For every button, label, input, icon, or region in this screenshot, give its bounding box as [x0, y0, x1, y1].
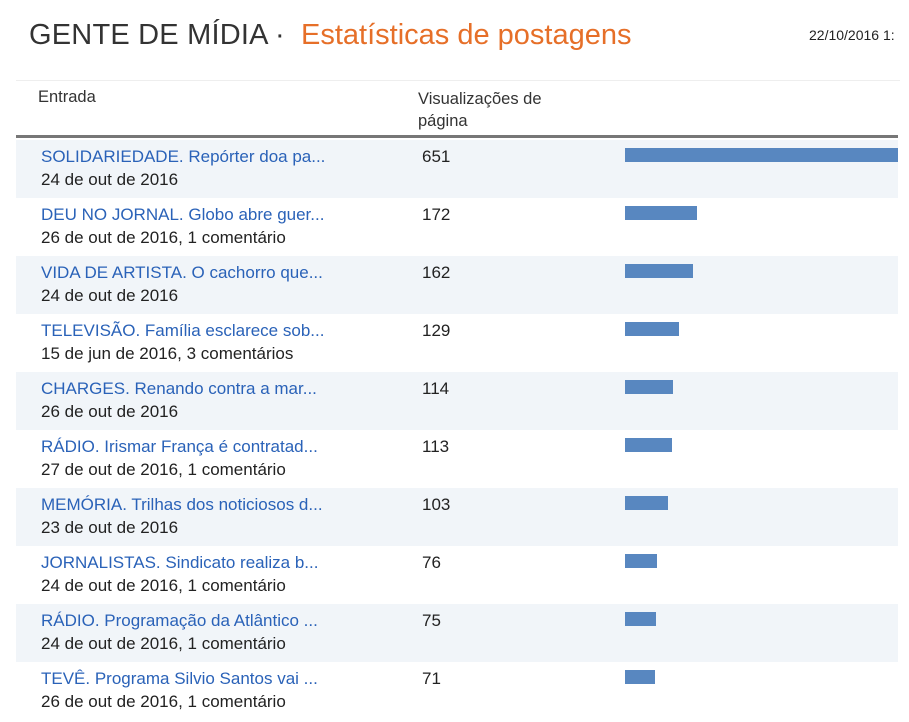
date-range: 22/10/2016 1: [809, 27, 895, 43]
page-title: Estatísticas de postagens [301, 19, 632, 51]
post-meta: 24 de out de 2016 [41, 170, 179, 189]
post-title-link[interactable]: VIDA DE ARTISTA. O cachorro que... [41, 263, 323, 282]
view-count: 113 [422, 437, 450, 456]
table-row: RÁDIO. Irismar França é contratad... 27 d… [16, 430, 898, 488]
views-bar [625, 206, 697, 220]
post-title-link[interactable]: CHARGES. Renando contra a mar... [41, 379, 317, 398]
views-bar [625, 148, 898, 162]
post-title-link[interactable]: MEMÓRIA. Trilhas dos noticiosos d... [41, 495, 323, 514]
view-count: 75 [422, 611, 441, 630]
views-bar [625, 670, 655, 684]
table-row: DEU NO JORNAL. Globo abre guer... 26 de o… [16, 198, 898, 256]
column-header-views: Visualizações de página [418, 90, 542, 130]
table-row: TEVÊ. Programa Silvio Santos vai ... 26 d… [16, 662, 898, 720]
table-row: RÁDIO. Programação da Atlântico ... 24 de… [16, 604, 898, 662]
table-header-divider [16, 135, 898, 138]
views-bar [625, 322, 679, 336]
table-row: TELEVISÃO. Família esclarece sob... 15 de… [16, 314, 898, 372]
page-header: GENTE DE MÍDIA · Estatísticas de postage… [0, 0, 909, 80]
post-title-link[interactable]: TEVÊ. Programa Silvio Santos vai ... [41, 669, 318, 688]
view-count: 114 [422, 379, 450, 398]
views-bar [625, 438, 672, 452]
view-count: 76 [422, 553, 441, 572]
view-count: 172 [422, 205, 451, 224]
post-meta: 15 de jun de 2016, 3 comentários [41, 344, 294, 363]
post-meta: 26 de out de 2016, 1 comentário [41, 692, 286, 711]
table-row: JORNALISTAS. Sindicato realiza b... 24 de… [16, 546, 898, 604]
view-count: 71 [422, 669, 441, 688]
post-meta: 24 de out de 2016 [41, 286, 179, 305]
post-meta: 26 de out de 2016, 1 comentário [41, 228, 286, 247]
views-bar [625, 264, 693, 278]
post-meta: 27 de out de 2016, 1 comentário [41, 460, 286, 479]
post-title-link[interactable]: DEU NO JORNAL. Globo abre guer... [41, 205, 325, 224]
views-bar [625, 612, 656, 626]
table-row: SOLIDARIEDADE. Repórter doa pa... 24 de o… [16, 140, 898, 198]
view-count: 651 [422, 147, 451, 166]
post-meta: 24 de out de 2016, 1 comentário [41, 634, 286, 653]
view-count: 129 [422, 321, 451, 340]
post-meta: 26 de out de 2016 [41, 402, 179, 421]
site-title[interactable]: GENTE DE MÍDIA [29, 19, 269, 51]
header-divider [16, 80, 900, 81]
stats-table: SOLIDARIEDADE. Repórter doa pa... 24 de o… [16, 140, 898, 720]
title-separator: · [275, 19, 285, 51]
column-header-entry: Entrada [38, 88, 96, 106]
post-meta: 24 de out de 2016, 1 comentário [41, 576, 286, 595]
views-bar [625, 380, 673, 394]
table-row: CHARGES. Renando contra a mar... 26 de ou… [16, 372, 898, 430]
views-bar [625, 496, 668, 510]
table-row: MEMÓRIA. Trilhas dos noticiosos d... 23 d… [16, 488, 898, 546]
table-row: VIDA DE ARTISTA. O cachorro que... 24 de … [16, 256, 898, 314]
views-bar [625, 554, 657, 568]
view-count: 103 [422, 495, 451, 514]
post-title-link[interactable]: RÁDIO. Programação da Atlântico ... [41, 611, 318, 630]
view-count: 162 [422, 263, 451, 282]
post-title-link[interactable]: RÁDIO. Irismar França é contratad... [41, 437, 318, 456]
post-meta: 23 de out de 2016 [41, 518, 179, 537]
post-title-link[interactable]: SOLIDARIEDADE. Repórter doa pa... [41, 147, 326, 166]
post-title-link[interactable]: JORNALISTAS. Sindicato realiza b... [41, 553, 319, 572]
post-title-link[interactable]: TELEVISÃO. Família esclarece sob... [41, 321, 325, 340]
